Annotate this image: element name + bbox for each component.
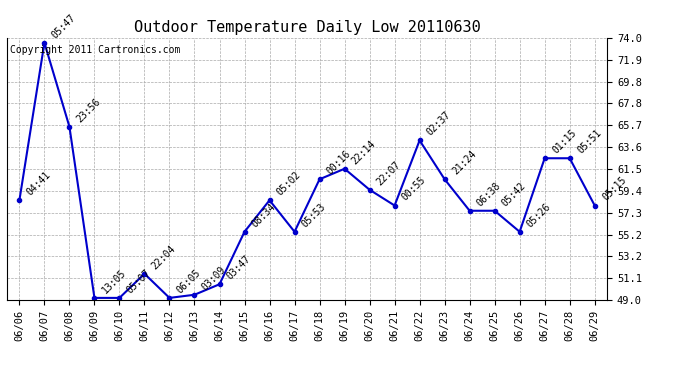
Text: 05:07: 05:07 bbox=[125, 267, 153, 295]
Text: 03:47: 03:47 bbox=[225, 254, 253, 282]
Text: 23:56: 23:56 bbox=[75, 96, 103, 124]
Text: 05:42: 05:42 bbox=[500, 180, 528, 208]
Text: 21:24: 21:24 bbox=[450, 148, 478, 177]
Text: 22:14: 22:14 bbox=[350, 138, 378, 166]
Text: 05:15: 05:15 bbox=[600, 175, 628, 203]
Text: 06:38: 06:38 bbox=[475, 180, 503, 208]
Text: 05:51: 05:51 bbox=[575, 128, 603, 156]
Text: 22:07: 22:07 bbox=[375, 159, 403, 187]
Text: 22:04: 22:04 bbox=[150, 243, 178, 271]
Text: 05:26: 05:26 bbox=[525, 201, 553, 229]
Title: Outdoor Temperature Daily Low 20110630: Outdoor Temperature Daily Low 20110630 bbox=[134, 20, 480, 35]
Text: 00:55: 00:55 bbox=[400, 175, 428, 203]
Text: 08:34: 08:34 bbox=[250, 201, 278, 229]
Text: 03:09: 03:09 bbox=[200, 264, 228, 292]
Text: 05:53: 05:53 bbox=[300, 201, 328, 229]
Text: 05:47: 05:47 bbox=[50, 12, 78, 40]
Text: 06:05: 06:05 bbox=[175, 267, 203, 295]
Text: 01:15: 01:15 bbox=[550, 128, 578, 156]
Text: 13:05: 13:05 bbox=[100, 267, 128, 295]
Text: 02:37: 02:37 bbox=[425, 110, 453, 138]
Text: 04:41: 04:41 bbox=[25, 170, 53, 198]
Text: 00:16: 00:16 bbox=[325, 148, 353, 177]
Text: 05:02: 05:02 bbox=[275, 170, 303, 198]
Text: Copyright 2011 Cartronics.com: Copyright 2011 Cartronics.com bbox=[10, 45, 180, 56]
